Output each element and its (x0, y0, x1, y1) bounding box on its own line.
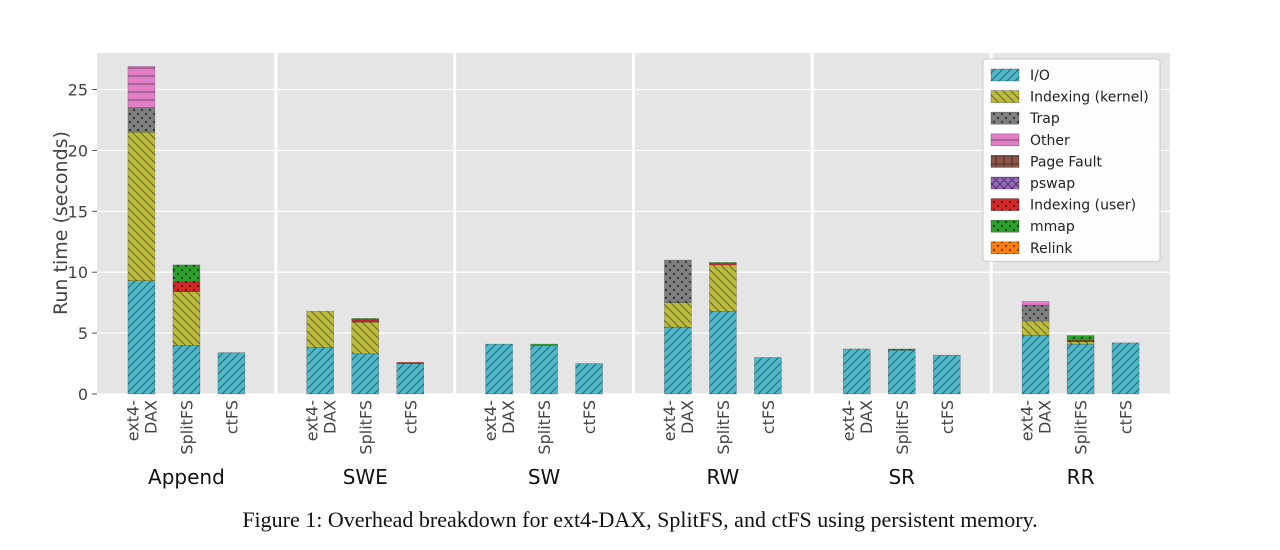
bar-segment (217, 352, 246, 395)
legend-swatch (990, 155, 1020, 168)
legend-box (982, 58, 1161, 262)
bar-segment (127, 280, 156, 395)
legend-entry: mmap (1030, 219, 1075, 235)
bar-segment (396, 363, 424, 395)
bar-segment (306, 347, 334, 395)
legend: I/O Indexing (kernel) Trap Other Page Fault p… (982, 58, 1161, 262)
bar-segment (172, 291, 201, 346)
group-label: SR (888, 465, 915, 489)
x-tick-label: ctFS (401, 400, 420, 434)
bar-segment (888, 348, 916, 351)
legend-entry: Trap (1029, 111, 1060, 127)
x-tick-label: SplitFS (535, 400, 554, 455)
y-tick-label: 20 (68, 141, 88, 160)
x-tick-label: SplitFS (893, 400, 912, 455)
figure-caption: Figure 1: Overhead breakdown for ext4-DA… (242, 507, 1038, 532)
x-tick-label: ctFS (938, 400, 957, 434)
x-tick-label: SplitFS (714, 400, 733, 455)
x-tick-label: ext4-DAX (481, 400, 518, 441)
bar-segment (530, 345, 558, 395)
x-tick-label: ctFS (580, 400, 599, 434)
group-label: RR (1067, 465, 1095, 489)
bar-segment (933, 354, 961, 395)
bar-segment (1021, 304, 1050, 322)
bar-segment (351, 321, 379, 355)
group-label: RW (706, 465, 739, 489)
bar-segment (1066, 335, 1095, 341)
y-tick-label: 15 (68, 202, 88, 221)
bar-segment (1066, 343, 1095, 395)
bar-segment (1021, 335, 1050, 395)
x-tick-label: ext4-DAX (302, 400, 339, 441)
legend-entry: Relink (1030, 241, 1073, 257)
x-tick-label: SplitFS (1072, 400, 1091, 455)
legend-entry: pswap (1030, 176, 1075, 192)
bar-segment (664, 326, 692, 395)
bars (127, 66, 1140, 395)
bar-segment (664, 302, 692, 328)
bar-segment (396, 362, 424, 364)
bar-segment (664, 259, 692, 303)
bar-segment (351, 353, 379, 395)
bar-segment (575, 363, 603, 395)
x-tick-label: ext4-DAX (1018, 400, 1055, 441)
legend-swatch (990, 90, 1020, 103)
legend-swatch (990, 241, 1020, 255)
legend-entry: Indexing (kernel) (1030, 90, 1149, 106)
bar-segment (888, 349, 916, 395)
x-tick-label: ctFS (1117, 400, 1136, 434)
axes: 0 5 10 15 20 25 ext4-DAX SplitFS ctFS Append ext4-… (68, 81, 1136, 489)
x-tick-label: ext4-DAX (839, 400, 876, 441)
legend-entry: Indexing (user) (1030, 198, 1136, 214)
bar-segment (172, 281, 201, 292)
bar-segment (1021, 301, 1050, 306)
y-axis-label: Run time (seconds) (50, 131, 72, 315)
bar-segment (530, 343, 558, 346)
bar-segment (843, 348, 871, 395)
bar-segment (127, 131, 156, 281)
bar-segment (709, 264, 737, 312)
x-tick-label: ext4-DAX (123, 400, 160, 441)
bar-segment (485, 343, 513, 395)
legend-entry: I/O (1030, 68, 1050, 84)
x-tick-label: ext4-DAX (660, 400, 697, 441)
bar-segment (127, 107, 156, 133)
x-tick-label: ctFS (222, 400, 241, 434)
group-label: Append (148, 465, 225, 489)
x-tick-label: ctFS (759, 400, 778, 434)
x-tick-label: SplitFS (356, 400, 375, 455)
bar-segment (306, 310, 334, 348)
y-tick-label: 25 (68, 81, 88, 100)
y-tick-label: 0 (78, 385, 88, 404)
bar-segment (709, 262, 737, 264)
legend-swatch (990, 198, 1020, 211)
group-label: SWE (343, 465, 388, 489)
legend-entry: Page Fault (1030, 154, 1102, 170)
legend-swatch (990, 111, 1020, 125)
legend-swatch (990, 133, 1020, 147)
bar-segment (754, 357, 782, 395)
bar-segment (127, 66, 156, 109)
bar-segment (172, 345, 201, 395)
bar-segment (351, 318, 379, 320)
group-label: SW (528, 465, 561, 489)
legend-swatch (990, 68, 1020, 82)
bar-segment (709, 310, 737, 395)
stacked-bar-chart: 0 5 10 15 20 25 ext4-DAX SplitFS ctFS Append ext4-… (50, 53, 1170, 489)
x-tick-label: SplitFS (177, 400, 196, 455)
bar-segment (1021, 320, 1050, 336)
legend-swatch (990, 219, 1020, 233)
bar-segment (1066, 341, 1095, 345)
y-tick-label: 5 (78, 324, 88, 343)
bar-segment (1111, 342, 1140, 395)
y-tick-label: 10 (68, 263, 88, 282)
legend-entry: Other (1030, 133, 1070, 149)
legend-swatch (990, 176, 1020, 190)
bar-segment (172, 264, 201, 283)
